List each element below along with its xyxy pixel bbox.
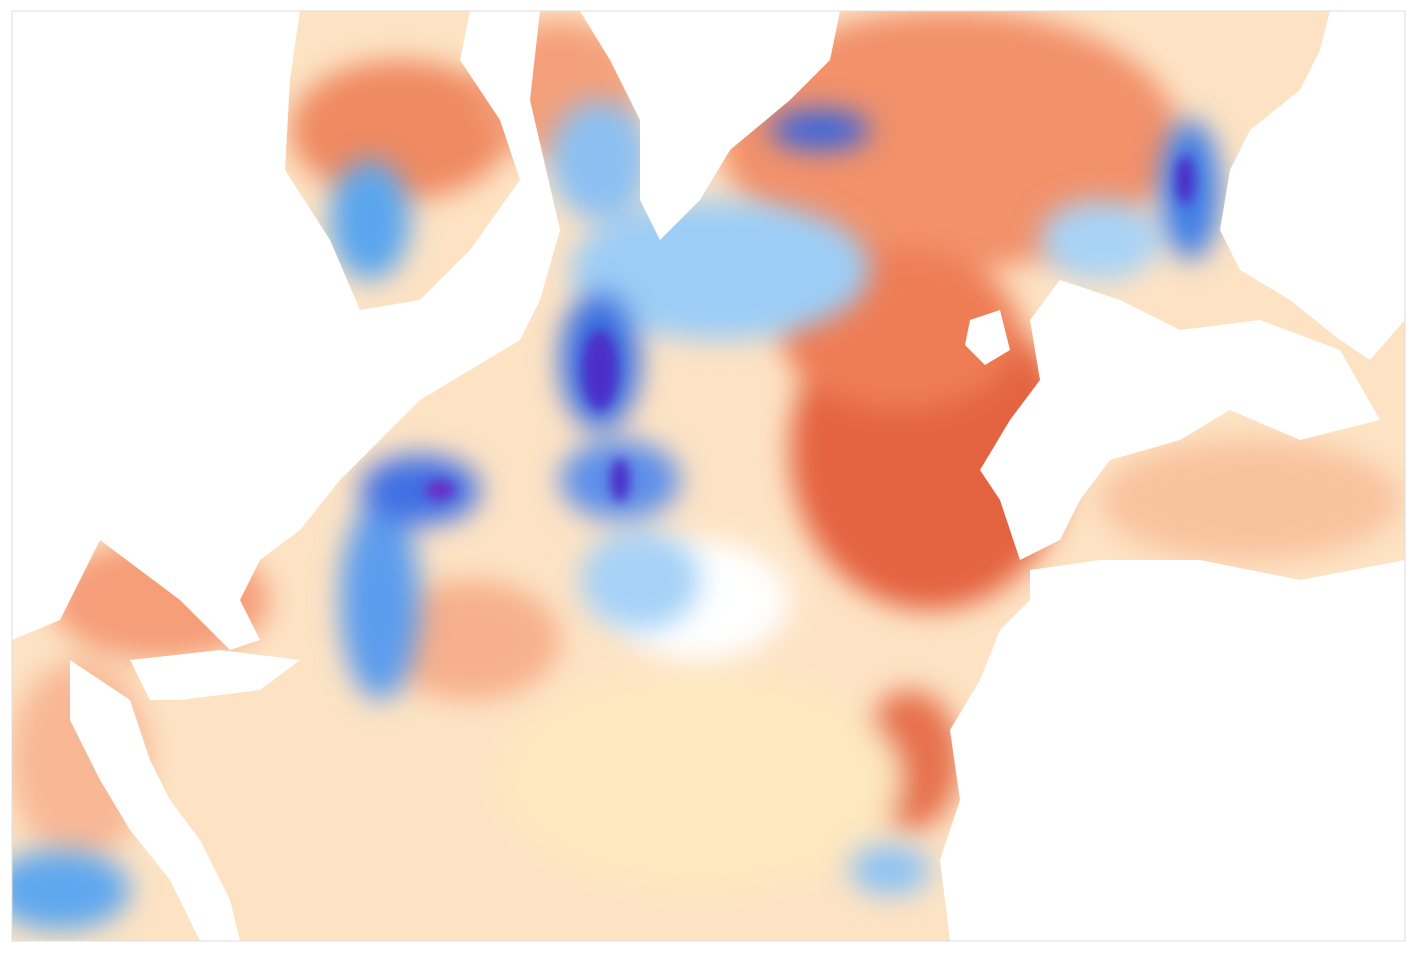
africa bbox=[940, 560, 1405, 941]
western-europe bbox=[980, 280, 1380, 560]
greenland bbox=[540, 11, 840, 240]
strong-cool bbox=[425, 155, 1195, 502]
scandinavia bbox=[1220, 11, 1405, 360]
cool-anomalies bbox=[12, 100, 1220, 930]
map-frame bbox=[11, 10, 1406, 942]
central-america bbox=[70, 660, 240, 941]
anomaly-field bbox=[12, 11, 1405, 941]
ireland bbox=[965, 310, 1010, 365]
land bbox=[12, 11, 1405, 941]
warm-anomalies bbox=[12, 11, 1400, 890]
cuba bbox=[130, 650, 300, 700]
canada-east bbox=[12, 250, 430, 560]
